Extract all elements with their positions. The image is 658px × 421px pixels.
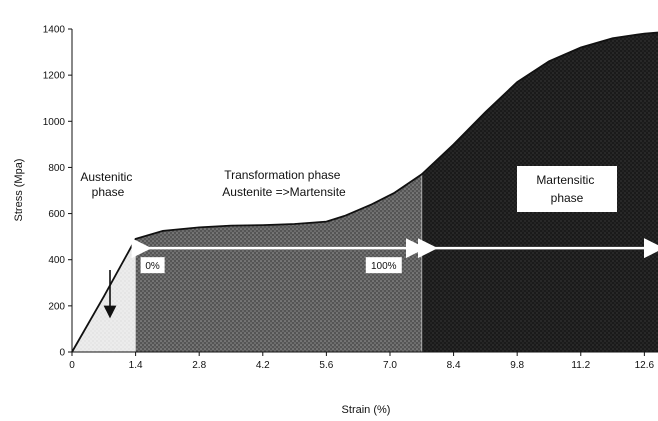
transformation-label: Transformation phase Austenite =>Martens… bbox=[222, 168, 346, 199]
x-tick-label: 0 bbox=[69, 360, 75, 371]
martensitic-label: Martensitic phase bbox=[536, 173, 597, 205]
x-tick-label: 12.6 bbox=[635, 360, 655, 371]
x-tick-label: 4.2 bbox=[256, 360, 270, 371]
pct-end-box bbox=[365, 257, 402, 274]
stress-strain-curve bbox=[71, 31, 658, 353]
x-axis-title: Strain (%) bbox=[342, 404, 391, 416]
region-transformation bbox=[135, 174, 422, 352]
martensitic-label-line1: Martensitic bbox=[536, 173, 594, 187]
y-tick-label: 200 bbox=[48, 301, 65, 312]
region-austenitic bbox=[72, 238, 136, 352]
x-tick-label: 9.8 bbox=[510, 360, 524, 371]
austenitic-label-line2: phase bbox=[92, 185, 125, 199]
y-tick-label: 1200 bbox=[43, 71, 66, 82]
annotations: Austenitic phase Transformation phase Au… bbox=[80, 166, 658, 319]
x-tick-label: 7.0 bbox=[383, 360, 397, 371]
y-axis-ticks: 0 200 400 600 800 1000 1200 1400 bbox=[43, 25, 72, 359]
y-tick-label: 1000 bbox=[43, 117, 66, 128]
transformation-label-line2: Austenite =>Martensite bbox=[222, 185, 346, 199]
x-tick-label: 2.8 bbox=[192, 360, 206, 371]
x-tick-label: 5.6 bbox=[319, 360, 333, 371]
transformation-label-line1: Transformation phase bbox=[224, 168, 341, 182]
y-tick-label: 400 bbox=[48, 255, 65, 266]
y-tick-label: 1400 bbox=[43, 25, 66, 36]
pct-end-label: 100% bbox=[371, 261, 397, 272]
y-tick-label: 600 bbox=[48, 209, 65, 220]
austenitic-label: Austenitic phase bbox=[80, 170, 135, 199]
y-axis-title: Stress (Mpa) bbox=[13, 159, 25, 222]
pct-start-label: 0% bbox=[145, 261, 160, 272]
y-tick-label: 800 bbox=[48, 163, 65, 174]
austenitic-label-line1: Austenitic bbox=[80, 170, 132, 184]
x-tick-label: 8.4 bbox=[447, 360, 461, 371]
y-tick-label: 0 bbox=[59, 348, 65, 359]
x-tick-label: 11.2 bbox=[571, 360, 590, 371]
martensitic-label-line2: phase bbox=[551, 191, 584, 205]
axes bbox=[71, 29, 658, 353]
pct-start-box bbox=[140, 257, 165, 274]
martensitic-label-box bbox=[517, 166, 617, 212]
curve-line bbox=[71, 31, 658, 353]
x-tick-label: 1.4 bbox=[129, 360, 143, 371]
x-axis-ticks: 0 1.4 2.8 4.2 5.6 7.0 8.4 9.8 11.2 12.6 bbox=[69, 352, 655, 371]
